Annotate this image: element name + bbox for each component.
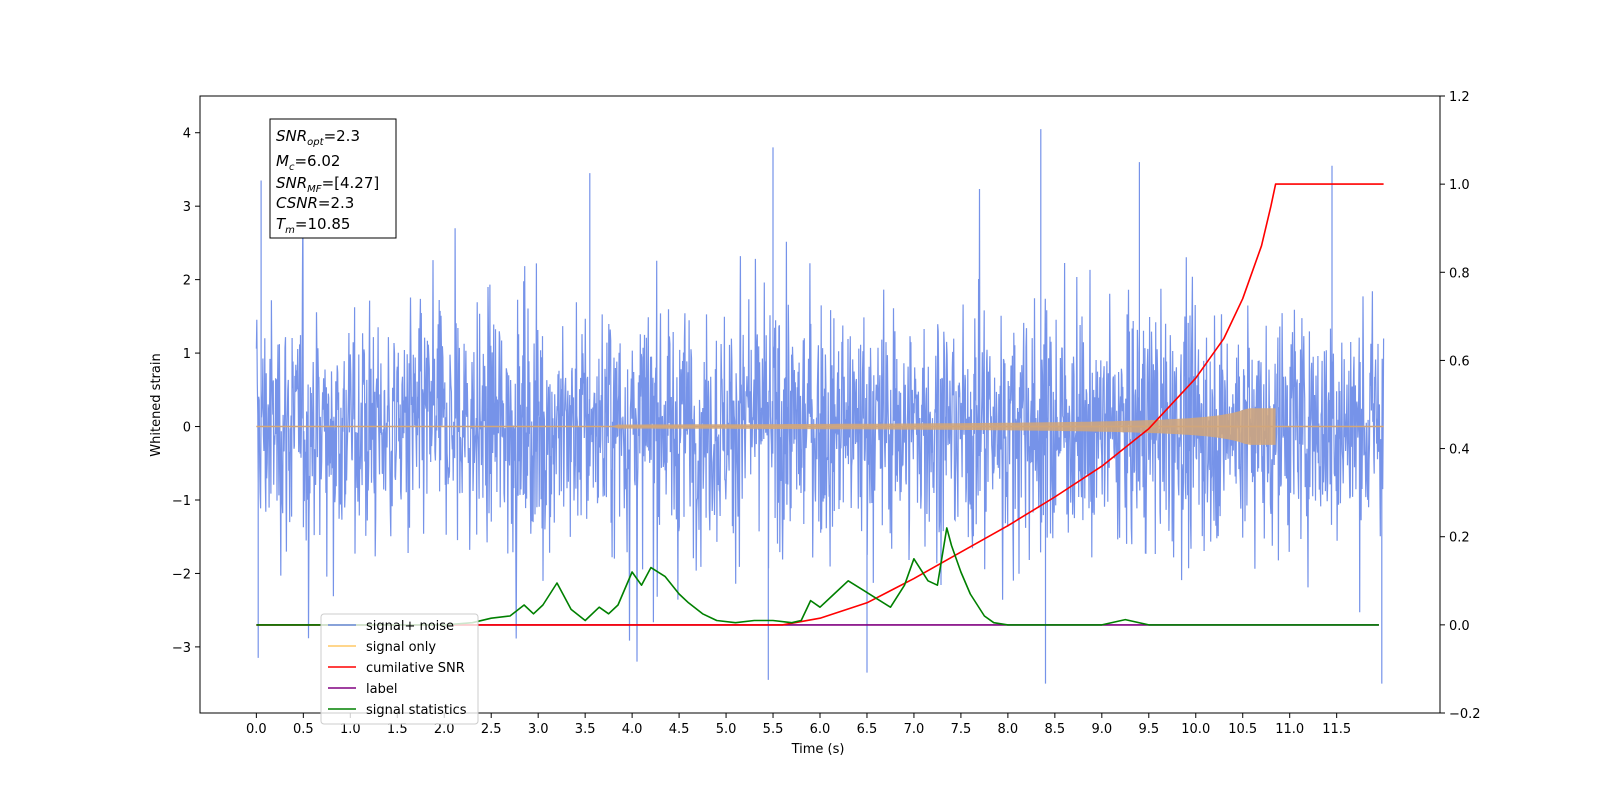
x-tick-label: 10.5 xyxy=(1228,722,1257,737)
y2-tick-label: 1.0 xyxy=(1449,178,1470,193)
cumulative-snr-line xyxy=(256,183,1384,626)
legend-label-cumulative-snr: cumilative SNR xyxy=(366,661,465,676)
x-tick-label: 11.0 xyxy=(1275,722,1304,737)
x-tick-label: 4.0 xyxy=(622,722,643,737)
x-tick-label: 8.0 xyxy=(998,722,1019,737)
info-tm-value: =10.85 xyxy=(295,215,351,233)
x-tick-label: 1.0 xyxy=(340,722,361,737)
y2-tick-label: 1.2 xyxy=(1449,90,1470,105)
info-snr-mf-sub: MF xyxy=(307,184,322,195)
info-tm-label: T xyxy=(276,215,287,233)
signal-noise-series xyxy=(255,129,1385,684)
info-box-frame xyxy=(269,118,397,239)
y-axis-label: Whitened strain xyxy=(149,353,164,456)
y-tick-label: −1 xyxy=(172,494,191,509)
y2-tick-label: 0.4 xyxy=(1449,443,1470,458)
x-tick-label: 5.0 xyxy=(716,722,737,737)
x-tick-label: 3.0 xyxy=(528,722,549,737)
x-tick-label: 2.5 xyxy=(481,722,502,737)
legend-label-signal-only: signal only xyxy=(366,640,436,655)
y-tick-label: 4 xyxy=(183,127,191,142)
x-tick-label: 2.0 xyxy=(434,722,455,737)
y2-axis-ticks: 1.2 1.0 0.8 0.6 0.4 0.2 0.0 −0.2 xyxy=(1440,90,1481,722)
x-tick-label: 9.5 xyxy=(1138,722,1159,737)
x-tick-label: 7.0 xyxy=(904,722,925,737)
legend-label-signal-statistics: signal statistics xyxy=(366,703,467,718)
info-tm: Tm=10.85 xyxy=(276,215,350,236)
info-mc: Mc=6.02 xyxy=(276,152,340,173)
x-axis-label: Time (s) xyxy=(791,742,845,757)
y-tick-label: 1 xyxy=(183,347,191,362)
x-tick-label: 10.0 xyxy=(1181,722,1210,737)
info-snr-opt-value: =2.3 xyxy=(324,127,360,145)
y2-tick-label: 0.6 xyxy=(1449,354,1470,369)
info-mc-value: =6.02 xyxy=(294,152,340,170)
info-csnr-value: =2.3 xyxy=(318,194,354,212)
info-box: SNRopt=2.3 Mc=6.02 SNRMF=[4.27] CSNR=2.3… xyxy=(269,118,397,239)
x-tick-label: 7.5 xyxy=(951,722,972,737)
x-tick-label: 1.5 xyxy=(387,722,408,737)
legend-label-signal-noise: signal+ noise xyxy=(366,619,454,634)
x-tick-label: 0.5 xyxy=(293,722,314,737)
x-tick-label: 4.5 xyxy=(669,722,690,737)
x-tick-label: 9.0 xyxy=(1091,722,1112,737)
signal-statistics-line xyxy=(256,527,1379,626)
info-snr-opt-sub: opt xyxy=(307,137,324,148)
info-snr-opt: SNRopt=2.3 xyxy=(276,127,360,148)
info-csnr-label: CSNR xyxy=(276,194,318,212)
legend-label-label: label xyxy=(366,682,397,697)
y-tick-label: −2 xyxy=(172,567,191,582)
y-axis-ticks: 4 3 2 1 0 −1 −2 −3 xyxy=(172,127,200,656)
x-tick-label: 8.5 xyxy=(1045,722,1066,737)
y2-tick-label: 0.8 xyxy=(1449,266,1470,281)
x-tick-label: 6.0 xyxy=(810,722,831,737)
x-tick-label: 11.5 xyxy=(1322,722,1351,737)
x-tick-label: 3.5 xyxy=(575,722,596,737)
signal-noise-line xyxy=(255,129,1385,684)
info-snr-mf-value: =[4.27] xyxy=(322,174,380,192)
x-tick-label: 5.5 xyxy=(763,722,784,737)
y2-tick-label: −0.2 xyxy=(1449,707,1481,722)
y2-tick-label: 0.2 xyxy=(1449,531,1470,546)
y-tick-label: 3 xyxy=(183,200,191,215)
info-tm-sub: m xyxy=(285,225,295,236)
signal-only-series xyxy=(256,408,1384,445)
x-axis-ticks: 0.0 0.5 1.0 1.5 2.0 2.5 3.0 3.5 4.0 4.5 5.0 5.5 6.0 6… xyxy=(246,713,1351,737)
legend-frame xyxy=(320,613,479,725)
info-snr-mf-label: SNR xyxy=(276,174,307,192)
x-tick-label: 0.0 xyxy=(246,722,267,737)
y2-tick-label: 0.0 xyxy=(1449,619,1470,634)
info-snr-mf: SNRMF=[4.27] xyxy=(276,174,379,195)
info-snr-opt-label: SNR xyxy=(276,127,307,145)
y-tick-label: 2 xyxy=(183,274,191,289)
info-mc-sub: c xyxy=(289,162,295,173)
info-mc-label: M xyxy=(276,152,289,170)
x-tick-label: 6.5 xyxy=(857,722,878,737)
info-csnr: CSNR=2.3 xyxy=(276,194,354,212)
y-tick-label: 0 xyxy=(183,421,191,436)
y-tick-label: −3 xyxy=(172,641,191,656)
legend: signal+ noise signal only cumilative SNR… xyxy=(320,613,479,725)
